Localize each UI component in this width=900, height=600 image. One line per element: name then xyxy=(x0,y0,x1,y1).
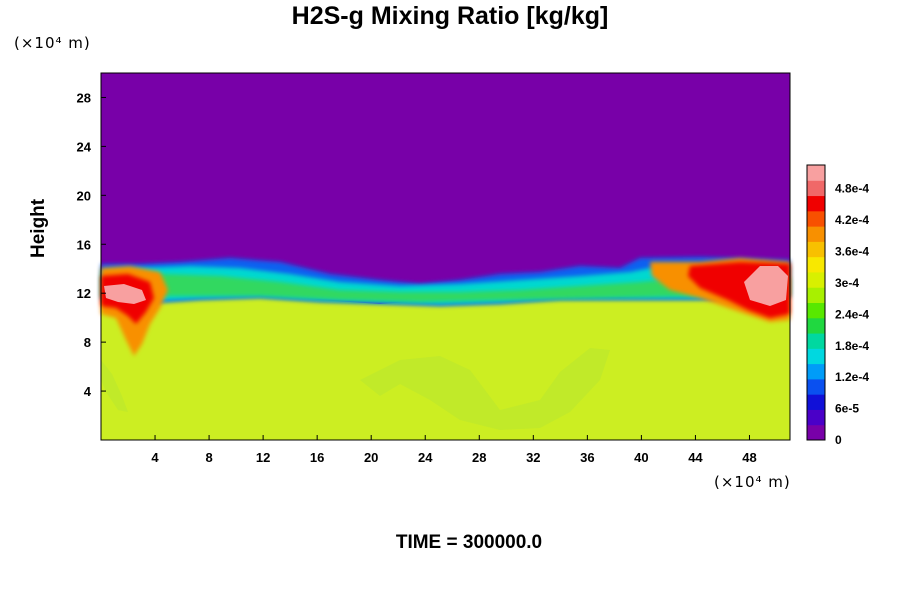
colorbar-swatch xyxy=(807,424,825,441)
colorbar-swatch xyxy=(807,363,825,380)
colorbar-label: 3.6e-4 xyxy=(835,245,869,259)
x-tick-label: 32 xyxy=(526,450,540,465)
right-plume-core xyxy=(744,266,788,306)
x-tick-label: 40 xyxy=(634,450,648,465)
x-tick-label: 28 xyxy=(472,450,486,465)
colorbar-swatch xyxy=(807,180,825,197)
y-tick-label: 24 xyxy=(77,139,92,154)
plot-frame xyxy=(100,72,791,441)
colorbar-label: 1.2e-4 xyxy=(835,370,869,384)
colorbar-swatch xyxy=(807,271,825,288)
y-tick-label: 12 xyxy=(77,286,91,301)
colorbar-swatch xyxy=(807,348,825,365)
colorbar-frame xyxy=(806,164,826,441)
colorbar-swatch xyxy=(807,409,825,426)
colorbar-label: 1.8e-4 xyxy=(835,339,869,353)
colorbar-swatch xyxy=(807,302,825,319)
colorbar-swatch xyxy=(807,241,825,258)
colorbar-swatch xyxy=(807,195,825,212)
colorbar-swatch xyxy=(807,317,825,334)
chart-title: H2S-g Mixing Ratio [kg/kg] xyxy=(291,2,609,30)
x-tick-label: 4 xyxy=(151,450,159,465)
colorbar-swatch xyxy=(807,210,825,227)
x-tick-label: 12 xyxy=(256,450,270,465)
colorbar-label: 3e-4 xyxy=(835,276,859,290)
y-axis-unit: (×10⁴ m) xyxy=(14,34,91,52)
lower-field-shading-left xyxy=(101,360,128,412)
colorbar-swatch xyxy=(807,226,825,242)
interface-band-green xyxy=(101,274,790,302)
colorbar-swatch xyxy=(807,378,825,395)
x-tick-label: 20 xyxy=(364,450,378,465)
time-annotation: TIME = 300000.0 xyxy=(395,532,543,553)
colorbar: 0 6e-5 1.2e-4 1.8e-4 2.4e-4 3e-4 3.6e-4 4.2e-4 4… xyxy=(806,164,869,447)
lower-field-shading xyxy=(360,348,610,430)
x-tick-group: 4 8 12 16 20 24 28 32 36 40 44 48 xyxy=(151,435,757,465)
x-tick-label: 44 xyxy=(688,450,703,465)
x-tick-label: 36 xyxy=(580,450,594,465)
colorbar-swatch xyxy=(807,333,825,349)
colorbar-label: 0 xyxy=(835,433,842,447)
y-tick-label: 28 xyxy=(77,90,91,105)
colorbar-swatch xyxy=(807,287,825,303)
y-tick-group: 4 8 12 16 20 24 28 xyxy=(77,90,106,399)
colorbar-label: 4.8e-4 xyxy=(835,182,869,196)
colorbar-label: 2.4e-4 xyxy=(835,307,869,321)
plot-area xyxy=(100,72,791,441)
y-tick-label: 8 xyxy=(84,335,91,350)
y-tick-label: 16 xyxy=(77,237,91,252)
x-tick-label: 48 xyxy=(742,450,756,465)
colorbar-label: 4.2e-4 xyxy=(835,213,869,227)
colorbar-swatch xyxy=(807,165,825,181)
left-plume-core xyxy=(104,284,146,304)
x-tick-label: 8 xyxy=(205,450,212,465)
x-axis-unit: (×10⁴ m) xyxy=(714,473,791,491)
x-tick-label: 16 xyxy=(310,450,324,465)
y-tick-label: 20 xyxy=(77,188,91,203)
x-tick-label: 24 xyxy=(418,450,433,465)
y-tick-label: 4 xyxy=(84,384,92,399)
colorbar-swatch xyxy=(807,394,825,410)
colorbar-swatch xyxy=(807,256,825,273)
colorbar-label: 6e-5 xyxy=(835,402,859,416)
